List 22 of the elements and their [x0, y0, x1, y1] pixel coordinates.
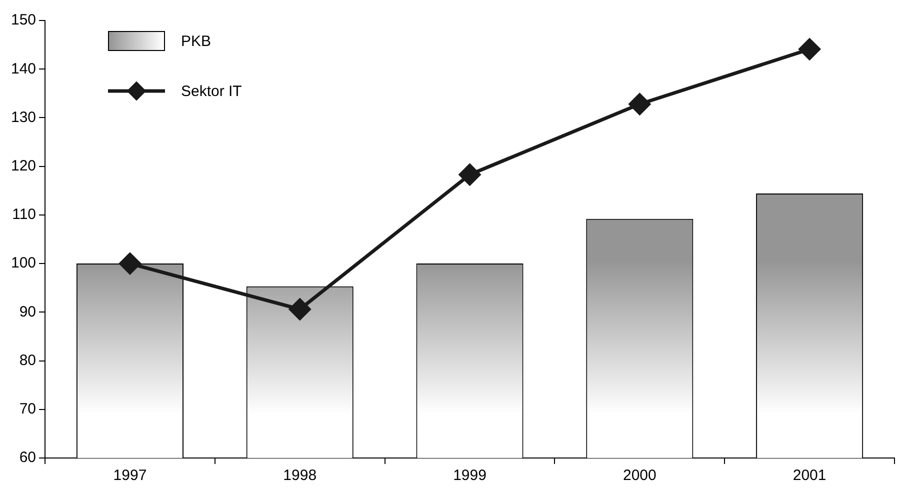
- x-tick-label: 1998: [283, 467, 317, 484]
- x-tick-label: 2000: [622, 467, 656, 484]
- y-tick-label: 110: [12, 206, 36, 224]
- x-tick-label: 1997: [113, 467, 147, 484]
- point: [289, 298, 311, 320]
- x-tick-label: 2001: [792, 467, 826, 484]
- point: [798, 38, 820, 60]
- legend-label: PKB: [181, 32, 212, 50]
- y-tick-label: 70: [19, 400, 36, 418]
- x-tick-label: 1999: [453, 467, 486, 484]
- y-tick-label: 140: [10, 60, 36, 78]
- point: [119, 252, 141, 274]
- y-tick-label: 130: [10, 108, 36, 126]
- y-tick-label: 80: [19, 352, 36, 369]
- y-tick-label: 150: [10, 12, 36, 29]
- y-tick-label: 100: [10, 254, 36, 272]
- legend-label: Sektor IT: [181, 82, 242, 100]
- point: [628, 93, 650, 115]
- y-tick-label: 60: [19, 449, 36, 466]
- point: [459, 164, 481, 186]
- y-tick-label: 120: [10, 157, 36, 174]
- y-tick-label: 90: [19, 303, 36, 320]
